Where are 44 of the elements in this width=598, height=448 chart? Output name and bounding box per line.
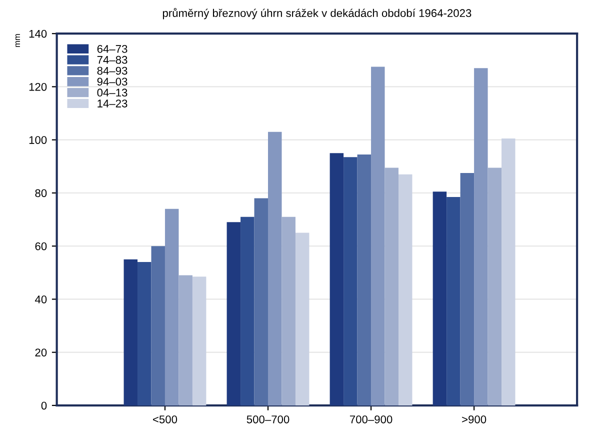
bar	[460, 173, 474, 406]
y-tick-label: 20	[35, 348, 47, 356]
bar	[282, 216, 296, 406]
bar	[502, 138, 516, 406]
legend-label: 14–23	[98, 100, 128, 108]
bar	[384, 168, 398, 406]
bar	[268, 132, 282, 406]
bar	[488, 168, 502, 406]
bar	[432, 192, 447, 406]
legend-label: 74–83	[97, 56, 128, 64]
bar	[226, 222, 241, 406]
bar	[240, 216, 254, 406]
x-tick-label: 700–900	[350, 415, 392, 424]
bar	[124, 259, 138, 406]
y-tick-label: 140	[29, 30, 47, 38]
bar	[357, 154, 372, 406]
bar	[474, 68, 488, 406]
y-tick-label: 80	[35, 189, 47, 198]
chart-title: průměrný březnový úhrn srážek v dekádách období 1964-2023	[162, 8, 472, 20]
legend-label: 84–93	[97, 66, 128, 75]
y-tick-label: 100	[29, 136, 47, 144]
x-tick-label: <500	[153, 415, 178, 424]
bar	[151, 246, 165, 406]
bar	[344, 157, 358, 406]
x-tick-label: 500–700	[246, 415, 290, 424]
y-tick-label: 40	[34, 295, 47, 304]
legend-label: 94–03	[97, 78, 128, 86]
y-tick-label: 0	[41, 402, 47, 410]
x-tick-label: >900	[462, 415, 486, 424]
legend-label: 04–13	[97, 88, 128, 97]
bar	[330, 153, 344, 406]
bar	[295, 232, 310, 406]
bar	[371, 66, 385, 406]
legend-label: 64–73	[97, 45, 128, 53]
y-axis-title: mm	[15, 34, 20, 47]
bar	[178, 275, 192, 406]
y-tick-label: 120	[29, 82, 47, 91]
bar	[446, 196, 460, 406]
bar	[164, 208, 179, 406]
bar	[254, 198, 268, 406]
y-tick-label: 60	[35, 242, 47, 250]
bar	[398, 174, 412, 406]
bar	[138, 262, 152, 406]
bar	[192, 276, 206, 406]
